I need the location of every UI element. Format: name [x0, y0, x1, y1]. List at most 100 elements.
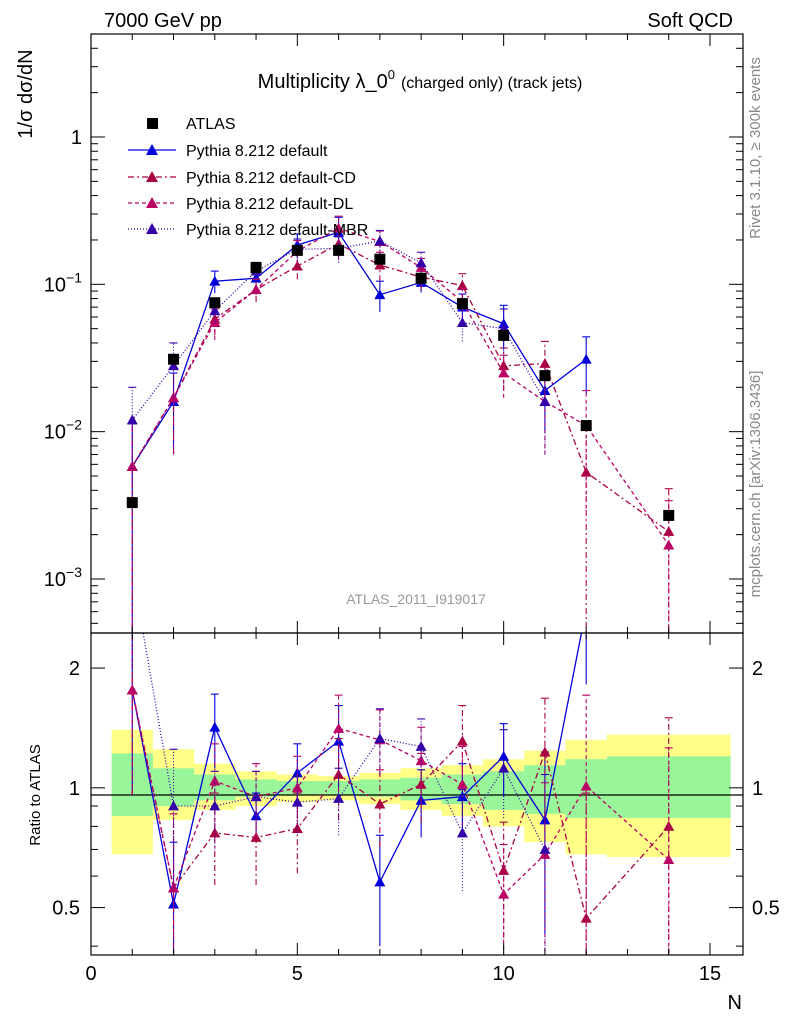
y-tick-label: 10−1 [44, 269, 82, 296]
legend-label-default: Pythia 8.212 default [186, 143, 328, 160]
series-3-ratio-point [168, 800, 180, 811]
series-0-point [374, 289, 386, 300]
y-tick-exponent: −2 [66, 417, 82, 433]
y-axis-title: 1/σ dσ/dN [15, 49, 37, 138]
series-2-point [663, 539, 675, 550]
legend-label-atlas: ATLAS [186, 116, 236, 133]
y-tick-base: 10 [44, 422, 66, 444]
series-2-line [131, 227, 670, 546]
atlas-data-point [374, 253, 386, 265]
legend-label-cd: Pythia 8.212 default-CD [186, 170, 356, 187]
ratio-plot-series [126, 633, 675, 955]
series-1-ratio-point [539, 746, 551, 757]
series-2-ratio-point [539, 848, 551, 859]
series-3-ratio-point [539, 843, 551, 854]
y-tick-base: 1 [71, 127, 82, 149]
series-0-point [580, 353, 592, 364]
series-3-ratio-point [456, 827, 468, 838]
legend-marker-mbr [146, 223, 158, 234]
atlas-data-point [168, 353, 180, 365]
atlas-data-point [498, 329, 510, 341]
series-3-ratio-point [250, 791, 262, 802]
series-1-ratio-point [291, 823, 303, 833]
x-tick-label: 10 [493, 963, 515, 985]
series-3-point [374, 235, 386, 246]
series-1-ratio-point [333, 769, 345, 779]
series-0-point [209, 275, 221, 286]
y-tick-label: 10−2 [44, 417, 82, 444]
series-1-ratio-point [415, 778, 427, 789]
series-3-point [539, 396, 551, 406]
y-tick-base: 10 [44, 569, 66, 591]
series-2-ratio-point [498, 888, 510, 899]
series-1-point [291, 260, 303, 271]
atlas-data-point [663, 509, 675, 521]
legend-marker-atlas [147, 118, 158, 129]
series-2-ratio-point [580, 780, 592, 791]
legend-label-mbr: Pythia 8.212 default-MBR [186, 222, 368, 239]
atlas-data-point [415, 272, 427, 284]
series-2-ratio-point [456, 778, 468, 789]
ratio-y-tick-label: 2 [69, 658, 80, 680]
ratio-y-tick-label: 0.5 [52, 898, 80, 920]
series-2-point [209, 317, 221, 327]
series-0-ratio-point [209, 721, 221, 732]
atlas-data-point [209, 297, 221, 309]
band-green [152, 768, 195, 807]
series-3-ratio-point [333, 793, 345, 803]
ratio-y-tick-label-right: 1 [752, 778, 763, 800]
series-3-point [168, 360, 180, 371]
series-3-ratio-point [498, 762, 510, 773]
energy-label: 7000 GeV pp [104, 10, 222, 32]
mcplots-label: mcplots.cern.ch [arXiv:1306.3436] [747, 371, 764, 598]
series-0-ratio-point [291, 767, 303, 778]
series-2-point [333, 222, 345, 233]
legend-label-dl: Pythia 8.212 default-DL [186, 196, 353, 213]
x-tick-label: 0 [85, 963, 96, 985]
series-3-point [209, 305, 221, 316]
series-2-ratio-point [209, 775, 221, 786]
ratio-y-tick-label: 1 [69, 778, 80, 800]
series-1-point [456, 280, 468, 291]
series-3-ratio-point [291, 796, 303, 807]
series-0-line [131, 231, 587, 467]
series-1-point [498, 360, 510, 371]
series-3-ratio-point [209, 800, 221, 811]
y-tick-base: 10 [44, 274, 66, 296]
series-2-ratio-point [126, 684, 138, 695]
series-0-ratio-line [131, 633, 583, 905]
series-2-ratio-point [415, 755, 427, 766]
y-tick-exponent: −1 [66, 269, 82, 285]
atlas-data-point [580, 420, 592, 432]
atlas-data-point [333, 244, 345, 256]
legend-marker-default [146, 144, 158, 155]
chart-title: Multiplicity λ_00 (charged only) (track j… [258, 67, 583, 93]
chart-title-main: Multiplicity λ_0 [258, 71, 388, 93]
y-tick-label: 10−3 [44, 564, 82, 591]
rivet-label: Rivet 3.1.10, ≥ 300k events [747, 57, 764, 239]
ratio-plot-frame [90, 632, 744, 956]
series-2-ratio-point [333, 722, 345, 733]
series-1-ratio-point [456, 735, 468, 746]
series-0-ratio-point [498, 750, 510, 761]
series-1-point [539, 358, 551, 368]
chart-title-sup: 0 [388, 67, 395, 82]
series-3-ratio-point [415, 741, 427, 751]
series-1-point [663, 526, 675, 536]
legend-marker-dl [146, 197, 158, 208]
x-tick-label: 15 [699, 963, 721, 985]
legend: ATLAS Pythia 8.212 default Pythia 8.212 … [128, 116, 368, 239]
x-axis-title: N [728, 992, 742, 1014]
series-3-line [131, 240, 546, 421]
series-3-ratio-point [374, 733, 386, 743]
series-3-point [126, 414, 138, 425]
series-0-ratio-point [374, 876, 386, 887]
series-2-point [250, 284, 262, 295]
series-2-point [168, 392, 180, 403]
x-tick-label: 5 [292, 963, 303, 985]
main-plot-series [126, 215, 675, 633]
ratio-y-tick-label-right: 2 [752, 658, 763, 680]
atlas-data-point [456, 298, 468, 310]
